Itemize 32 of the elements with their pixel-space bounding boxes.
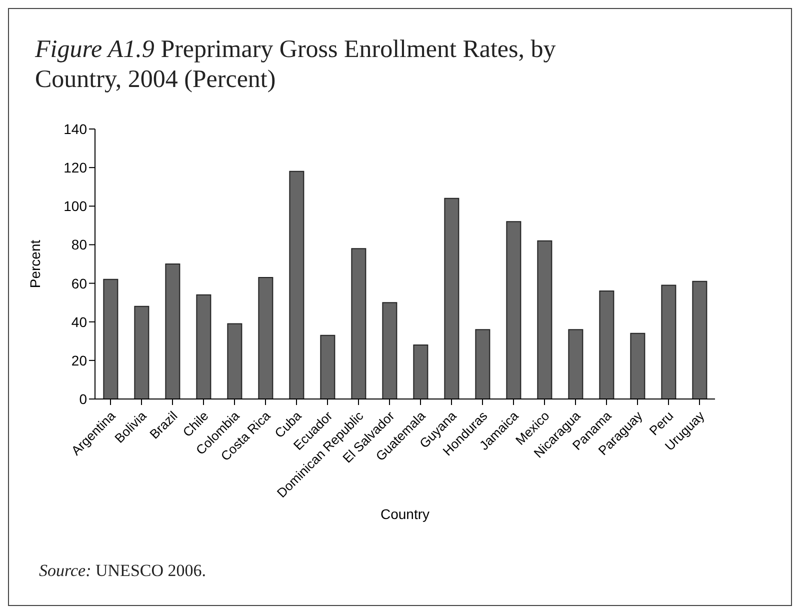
- bar: [258, 277, 274, 399]
- bar: [506, 221, 522, 399]
- bar: [444, 198, 460, 399]
- y-tick-label: 140: [64, 120, 88, 137]
- y-tick-label: 100: [64, 198, 88, 214]
- bar: [568, 329, 584, 399]
- bar: [692, 280, 708, 399]
- y-tick-label: 20: [71, 352, 88, 368]
- bar: [413, 344, 428, 399]
- y-tick-label: 60: [71, 275, 88, 292]
- bar: [630, 332, 646, 399]
- y-axis-title: Percent: [26, 240, 43, 288]
- bar: [537, 240, 552, 399]
- bar: [289, 170, 304, 399]
- bar: [165, 264, 180, 399]
- bar: [475, 329, 490, 399]
- source-note: Source: UNESCO 2006.: [39, 561, 206, 581]
- bar: [196, 294, 212, 399]
- bar: [134, 306, 150, 399]
- bar: [351, 248, 366, 399]
- bar: [320, 334, 336, 399]
- y-tick-label: 120: [64, 160, 88, 176]
- bar: [599, 290, 614, 399]
- bar: [661, 284, 676, 399]
- bar: [382, 302, 398, 399]
- x-axis-title: Country: [380, 506, 430, 522]
- bar: [227, 323, 242, 399]
- y-tick-label: 0: [79, 390, 88, 407]
- y-tick-label: 80: [71, 236, 88, 253]
- bar: [103, 278, 118, 399]
- y-tick-label: 40: [71, 314, 88, 330]
- chart-title: Figure A1.9 Preprimary Gross Enrollment Rates, by Country, 2004 (Percent): [35, 35, 557, 95]
